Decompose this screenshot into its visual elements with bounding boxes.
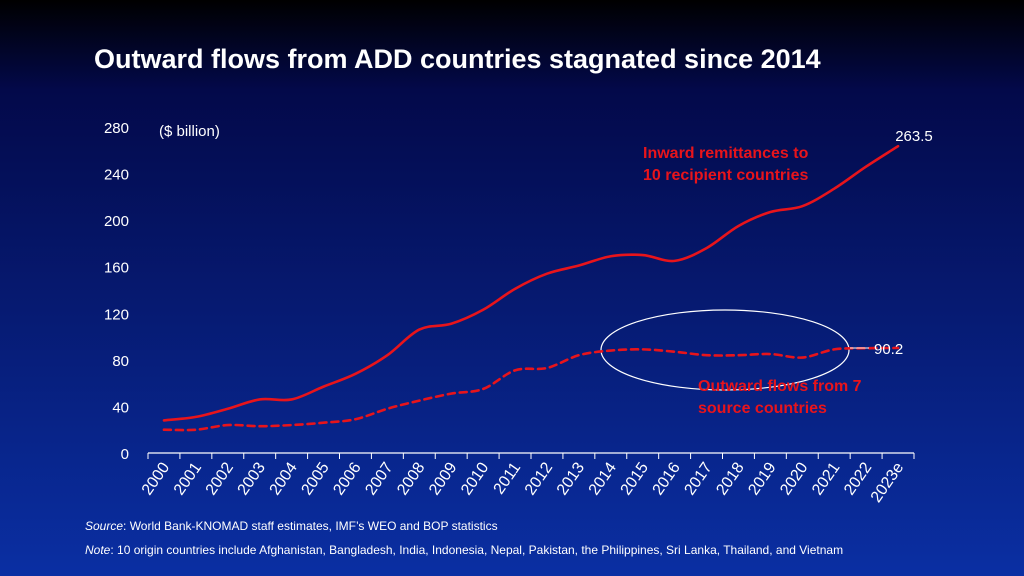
outward-series-label: Outward flows from 7 [698,378,862,395]
x-tick-label: 2017 [681,459,715,498]
source-label: Source [85,519,124,533]
y-tick-label: 200 [104,213,129,230]
x-tick-label: 2014 [586,459,620,498]
x-tick-label: 2013 [554,459,588,498]
x-tick-label: 2021 [809,459,843,498]
y-tick-label: 160 [104,260,129,277]
outward-end-label: 90.2 [874,341,903,358]
x-tick-label: 2001 [171,459,205,498]
x-tick-label: 2006 [330,459,364,498]
x-tick-label: 2011 [491,459,525,497]
y-unit-label: ($ billion) [159,123,220,140]
y-tick-label: 40 [112,399,129,416]
outward-flows-line [162,346,900,432]
note-label: Note [85,543,111,557]
inward-remittances-line [162,144,900,422]
outward-series-label: source countries [698,400,827,417]
x-tick-label: 2002 [203,459,237,498]
note-text: : 10 origin countries include Afghanista… [110,543,844,557]
x-tick-label: 2019 [745,459,779,498]
x-tick-label: 2003 [235,459,269,498]
inward-series-label: Inward remittances to [643,145,809,162]
inward-series-label: 10 recipient countries [643,167,808,184]
x-tick-label: 2007 [362,459,396,498]
y-tick-label: 80 [112,353,129,370]
x-tick-label: 2010 [458,459,492,498]
x-tick-label: 2005 [298,459,332,498]
chart-title: Outward flows from ADD countries stagnat… [94,44,821,74]
x-tick-label: 2015 [618,459,652,498]
y-tick-label: 240 [104,167,129,184]
source-footnote: Source: World Bank-KNOMAD staff estimate… [85,519,498,533]
x-tick-label: 2012 [522,459,556,498]
x-tick-label: 2018 [713,459,747,498]
y-tick-label: 280 [104,120,129,137]
x-tick-label: 2008 [394,459,428,498]
y-tick-label: 0 [121,446,129,463]
x-tick-label: 2004 [267,459,301,498]
highlight-ellipse [600,309,850,391]
x-tick-label: 2020 [777,459,811,498]
source-text: : World Bank-KNOMAD staff estimates, IMF… [123,519,498,533]
note-footnote: Note: 10 origin countries include Afghan… [85,543,843,557]
x-tick-label: 2023e [868,459,908,505]
x-tick-label: 2000 [139,459,173,498]
x-tick-label: 2016 [650,459,684,498]
inward-end-label: 263.5 [895,128,933,145]
y-tick-label: 120 [104,306,129,323]
x-tick-label: 2009 [426,459,460,498]
